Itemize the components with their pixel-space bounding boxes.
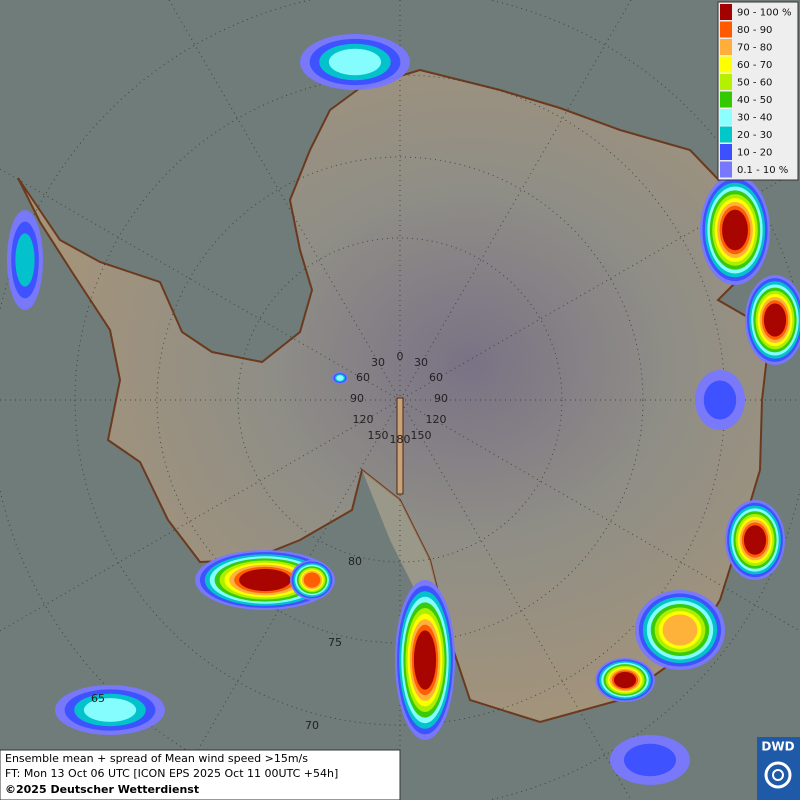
longitude-label: 150 [411, 429, 432, 442]
wind-areas [7, 34, 800, 785]
legend-swatch [720, 109, 732, 125]
logo: DWD [757, 737, 800, 800]
legend-label: 10 - 20 [737, 148, 772, 159]
wind-area [743, 525, 767, 555]
latitude-label: 70 [305, 719, 319, 732]
logo-text: DWD [761, 740, 794, 754]
latitude-label: 65 [91, 692, 105, 705]
longitude-label: 150 [368, 429, 389, 442]
caption-line: ©2025 Deutscher Wetterdienst [5, 783, 199, 796]
longitude-label: 90 [434, 392, 448, 405]
caption-line: FT: Mon 13 Oct 06 UTC [ICON EPS 2025 Oct… [5, 767, 338, 780]
longitude-label: 90 [350, 392, 364, 405]
legend: 90 - 100 % 80 - 90 70 - 80 60 - 70 50 - 60 40… [717, 1, 799, 181]
legend-label: 20 - 30 [737, 130, 772, 141]
legend-label: 0.1 - 10 % [737, 165, 788, 176]
wind-area [239, 568, 291, 592]
legend-label: 60 - 70 [737, 60, 772, 71]
caption-line: Ensemble mean + spread of Mean wind spee… [5, 752, 308, 765]
legend-swatch [720, 39, 732, 55]
legend-swatch [720, 144, 732, 160]
wind-area [703, 380, 737, 420]
wind-area [613, 671, 637, 689]
transect-line [396, 397, 404, 495]
latitude-label: 75 [328, 636, 342, 649]
legend-swatch [720, 161, 732, 178]
legend-swatch [720, 91, 732, 108]
legend-swatch [720, 21, 732, 38]
wind-area [328, 48, 382, 76]
legend-label: 50 - 60 [737, 78, 772, 89]
legend-swatch [720, 4, 732, 20]
legend-swatch [720, 56, 732, 73]
legend-label: 40 - 50 [737, 95, 772, 106]
legend-label: 80 - 90 [737, 25, 772, 36]
logo-swirl [772, 769, 784, 781]
wind-area [83, 698, 137, 722]
wind-area [662, 614, 698, 646]
wind-area [413, 630, 437, 690]
longitude-label: 30 [414, 356, 428, 369]
caption: Ensemble mean + spread of Mean wind spee… [0, 749, 401, 801]
logo-swirl [764, 761, 792, 789]
wind-area [336, 375, 344, 381]
longitude-label: 120 [353, 413, 374, 426]
legend-swatch [720, 74, 732, 90]
legend-label: 90 - 100 % [737, 8, 791, 19]
longitude-label: 180 [390, 433, 411, 446]
legend-label: 30 - 40 [737, 113, 772, 124]
latitude-label: 80 [348, 555, 362, 568]
logo-box [757, 737, 800, 800]
wind-area [763, 303, 787, 337]
wind-area [303, 572, 321, 588]
longitude-label: 30 [371, 356, 385, 369]
longitude-label: 60 [356, 371, 370, 384]
wind-area [15, 233, 35, 287]
longitude-label: 120 [426, 413, 447, 426]
legend-swatch [720, 126, 732, 143]
legend-label: 70 - 80 [737, 43, 772, 54]
longitude-label: 60 [429, 371, 443, 384]
longitude-label: 0 [397, 350, 404, 363]
wind-area [624, 743, 676, 777]
wind-area [722, 209, 748, 251]
